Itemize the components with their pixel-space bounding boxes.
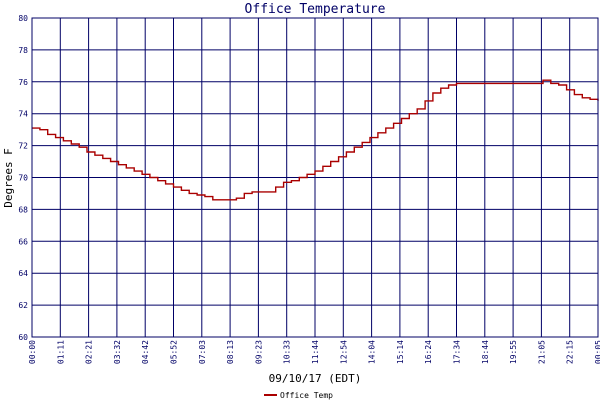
legend-label-office-temp: Office Temp <box>280 391 333 400</box>
series-line-office-temp <box>32 79 599 201</box>
x-tick-label: 00:05 <box>594 340 600 364</box>
x-tick-label: 19:55 <box>509 340 518 364</box>
x-tick-label: 07:03 <box>198 340 207 364</box>
x-tick-label: 09:23 <box>254 340 263 364</box>
y-tick-label: 62 <box>18 301 28 310</box>
y-tick-label: 64 <box>18 269 28 278</box>
x-tick-label: 15:14 <box>396 340 405 364</box>
x-tick-label: 11:44 <box>311 340 320 364</box>
y-tick-label: 60 <box>18 333 28 342</box>
x-tick-label: 22:15 <box>566 340 575 364</box>
x-tick-label: 14:04 <box>368 340 377 364</box>
y-tick-label: 78 <box>18 46 28 55</box>
x-tick-label: 12:54 <box>339 340 348 364</box>
x-tick-label: 16:24 <box>424 340 433 364</box>
y-axis-label: Degrees F <box>2 148 15 208</box>
x-axis-label: 09/10/17 (EDT) <box>269 372 362 385</box>
x-tick-label: 17:34 <box>453 340 462 364</box>
y-tick-labels: 60 62 64 66 68 70 72 74 76 78 80 <box>18 14 28 342</box>
x-tick-label: 21:05 <box>537 340 546 364</box>
y-tick-label: 72 <box>18 142 28 151</box>
x-tick-label: 10:33 <box>283 340 292 364</box>
x-tick-label: 08:13 <box>226 340 235 364</box>
x-tick-label: 00:00 <box>28 340 37 364</box>
y-tick-label: 80 <box>18 14 28 23</box>
series-lines <box>32 79 599 201</box>
y-tick-label: 66 <box>18 237 28 246</box>
y-tick-label: 70 <box>18 174 28 183</box>
x-tick-label: 04:42 <box>141 340 150 364</box>
grid-lines <box>31 17 599 338</box>
x-tick-label: 18:44 <box>481 340 490 364</box>
x-tick-labels: 00:00 01:11 02:21 03:32 04:42 05:52 07:03 08:13… <box>28 340 600 364</box>
plot-frame <box>31 17 599 338</box>
chart-title: Office Temperature <box>245 2 386 17</box>
y-tick-label: 76 <box>18 78 28 87</box>
x-tick-label: 01:11 <box>56 340 65 364</box>
legend: Office Temp <box>264 391 333 400</box>
y-tick-label: 68 <box>18 205 28 214</box>
y-tick-label: 74 <box>18 110 28 119</box>
x-tick-label: 03:32 <box>113 340 122 364</box>
x-tick-label: 05:52 <box>170 340 179 364</box>
x-tick-label: 02:21 <box>85 340 94 364</box>
